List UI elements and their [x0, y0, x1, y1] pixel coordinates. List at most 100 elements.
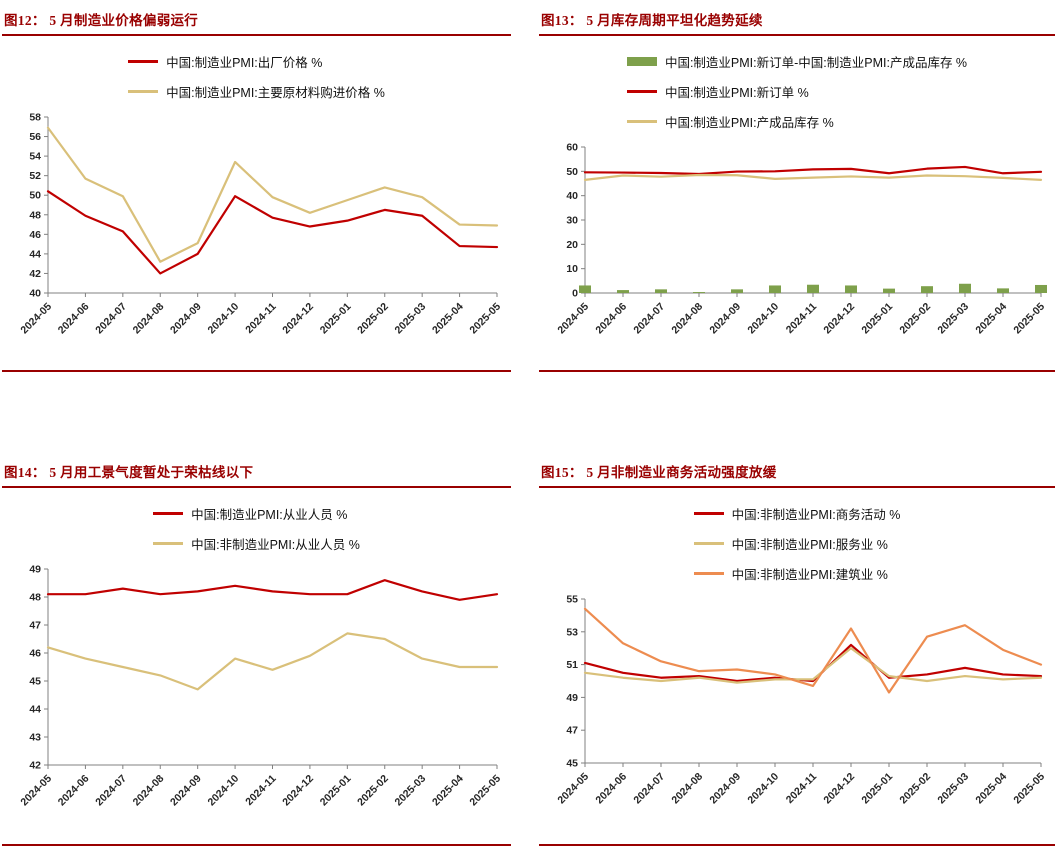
- x-tick-label: 2024-06: [56, 773, 92, 809]
- legend-item: 中国:制造业PMI:主要原材料购进价格 %: [128, 82, 385, 101]
- legend-item: 中国:制造业PMI:从业人员 %: [153, 504, 347, 523]
- figure-title-fig15: 图15： 5 月非制造业商务活动强度放缓: [541, 465, 777, 480]
- x-tick-label: 2024-06: [56, 301, 92, 337]
- x-tick-label: 2024-07: [631, 301, 667, 337]
- series-line: [583, 607, 1043, 694]
- bar: [579, 285, 591, 293]
- y-tick-label: 45: [29, 676, 41, 688]
- x-tick-label: 2024-10: [745, 771, 781, 807]
- bar: [655, 289, 667, 293]
- chart-area-fig15: 中国:非制造业PMI:商务活动 % 中国:非制造业PMI:服务业 % 中国:非制造业…: [539, 488, 1055, 846]
- x-tick-label: 2025-02: [897, 301, 933, 337]
- y-tick-label: 47: [566, 725, 578, 737]
- title-rule: [2, 486, 511, 488]
- legend-label: 中国:非制造业PMI:商务活动 %: [731, 508, 901, 522]
- legend-line-swatch-icon: [128, 90, 159, 93]
- legend-line-swatch-icon: [693, 512, 724, 515]
- legend-line-swatch-icon: [626, 120, 657, 123]
- y-tick-label: 56: [29, 131, 41, 143]
- legend-bar-swatch-icon: [626, 57, 657, 66]
- x-tick-label: 2025-01: [859, 771, 895, 807]
- x-tick-label: 2025-03: [393, 301, 429, 337]
- x-tick-label: 2024-09: [707, 771, 743, 807]
- chart-area-fig12: 中国:制造业PMI:出厂价格 % 中国:制造业PMI:主要原材料购进价格 % 40…: [2, 36, 511, 372]
- x-tick-label: 2025-03: [935, 301, 971, 337]
- y-tick-label: 40: [29, 288, 41, 300]
- legend-label: 中国:制造业PMI:产成品库存 %: [664, 116, 834, 130]
- series-line: [46, 126, 499, 263]
- x-tick-label: 2024-07: [631, 771, 667, 807]
- x-tick-label: 2024-11: [784, 771, 819, 806]
- y-tick-label: 52: [29, 170, 41, 182]
- x-tick-label: 2024-09: [168, 773, 204, 809]
- y-tick-label: 53: [566, 626, 578, 638]
- x-tick-label: 2024-12: [280, 773, 316, 809]
- figure-title-fig14: 图14： 5 月用工景气度暂处于荣枯线以下: [4, 465, 254, 480]
- title-rule: [2, 34, 511, 36]
- legend-label: 中国:制造业PMI:新订单 %: [664, 86, 809, 100]
- legend-item: 中国:制造业PMI:新订单 %: [626, 82, 809, 101]
- y-tick-label: 47: [29, 620, 41, 632]
- x-tick-label: 2025-01: [859, 301, 895, 337]
- y-tick-label: 40: [566, 190, 578, 202]
- bar: [617, 290, 629, 293]
- x-tick-label: 2024-05: [18, 773, 54, 809]
- legend-label: 中国:非制造业PMI:从业人员 %: [191, 538, 360, 552]
- y-tick-label: 44: [29, 704, 41, 716]
- y-tick-label: 0: [572, 288, 578, 300]
- legend-line-swatch-icon: [128, 60, 159, 63]
- x-tick-label: 2024-09: [707, 301, 743, 337]
- panel-bottom-rule: [2, 370, 511, 372]
- x-tick-label: 2024-05: [18, 301, 54, 337]
- x-tick-label: 2024-07: [93, 773, 129, 809]
- x-tick-label: 2024-10: [205, 301, 241, 337]
- panel-bottom-rule: [539, 370, 1055, 372]
- x-tick-label: 2025-05: [467, 301, 503, 337]
- x-tick-label: 2025-05: [1011, 301, 1047, 337]
- x-tick-label: 2024-05: [555, 771, 591, 807]
- x-tick-label: 2024-06: [593, 301, 629, 337]
- x-tick-label: 2025-02: [355, 773, 391, 809]
- y-tick-label: 10: [566, 263, 578, 275]
- line-chart-fig15: 45 47 49 51 53 55 2024-05 2024-06 2024-07 2024-08…: [555, 594, 1047, 807]
- x-tick-label: 2025-02: [355, 301, 391, 337]
- x-tick-label: 2024-07: [93, 301, 129, 337]
- y-tick-label: 42: [29, 268, 41, 280]
- x-tick-label: 2024-08: [131, 773, 167, 809]
- y-tick-label: 50: [566, 166, 578, 178]
- panel-bottom-rule: [539, 844, 1055, 846]
- y-tick-label: 55: [566, 594, 578, 606]
- y-tick-label: 44: [29, 248, 41, 260]
- legend-item: 中国:非制造业PMI:从业人员 %: [153, 534, 360, 553]
- y-tick-label: 60: [566, 142, 578, 154]
- chart-legend: 中国:制造业PMI:从业人员 % 中国:非制造业PMI:从业人员 %: [153, 504, 360, 553]
- x-tick-label: 2024-08: [669, 771, 705, 807]
- y-tick-label: 51: [566, 659, 578, 671]
- x-tick-label: 2025-04: [430, 773, 466, 809]
- chart-legend: 中国:制造业PMI:新订单-中国:制造业PMI:产成品库存 % 中国:制造业PMI…: [626, 52, 967, 131]
- series-line: [583, 165, 1043, 176]
- series-line: [583, 647, 1043, 684]
- legend-item: 中国:制造业PMI:出厂价格 %: [128, 52, 322, 71]
- x-tick-label: 2024-10: [205, 773, 241, 809]
- panel-fig15: 图15： 5 月非制造业商务活动强度放缓 中国:非制造业PMI:商务活动 % 中国…: [539, 455, 1055, 846]
- y-tick-label: 43: [29, 732, 41, 744]
- x-tick-label: 2024-12: [280, 301, 316, 337]
- x-tick-label: 2025-01: [318, 301, 354, 337]
- bar: [693, 292, 705, 294]
- legend-label: 中国:制造业PMI:主要原材料购进价格 %: [166, 86, 385, 100]
- legend-label: 中国:非制造业PMI:建筑业 %: [731, 568, 888, 582]
- figure-title-fig12: 图12： 5 月制造业价格偏弱运行: [4, 13, 199, 28]
- series-line: [46, 579, 499, 601]
- x-tick-label: 2025-01: [318, 773, 354, 809]
- chart-area-fig14: 中国:制造业PMI:从业人员 % 中国:非制造业PMI:从业人员 % 42 43 44…: [2, 488, 511, 846]
- y-tick-label: 50: [29, 190, 41, 202]
- figure-title-fig13: 图13： 5 月库存周期平坦化趋势延续: [541, 13, 763, 28]
- y-tick-label: 49: [566, 692, 578, 704]
- chart-legend: 中国:制造业PMI:出厂价格 % 中国:制造业PMI:主要原材料购进价格 %: [128, 52, 385, 101]
- x-tick-label: 2024-08: [669, 301, 705, 337]
